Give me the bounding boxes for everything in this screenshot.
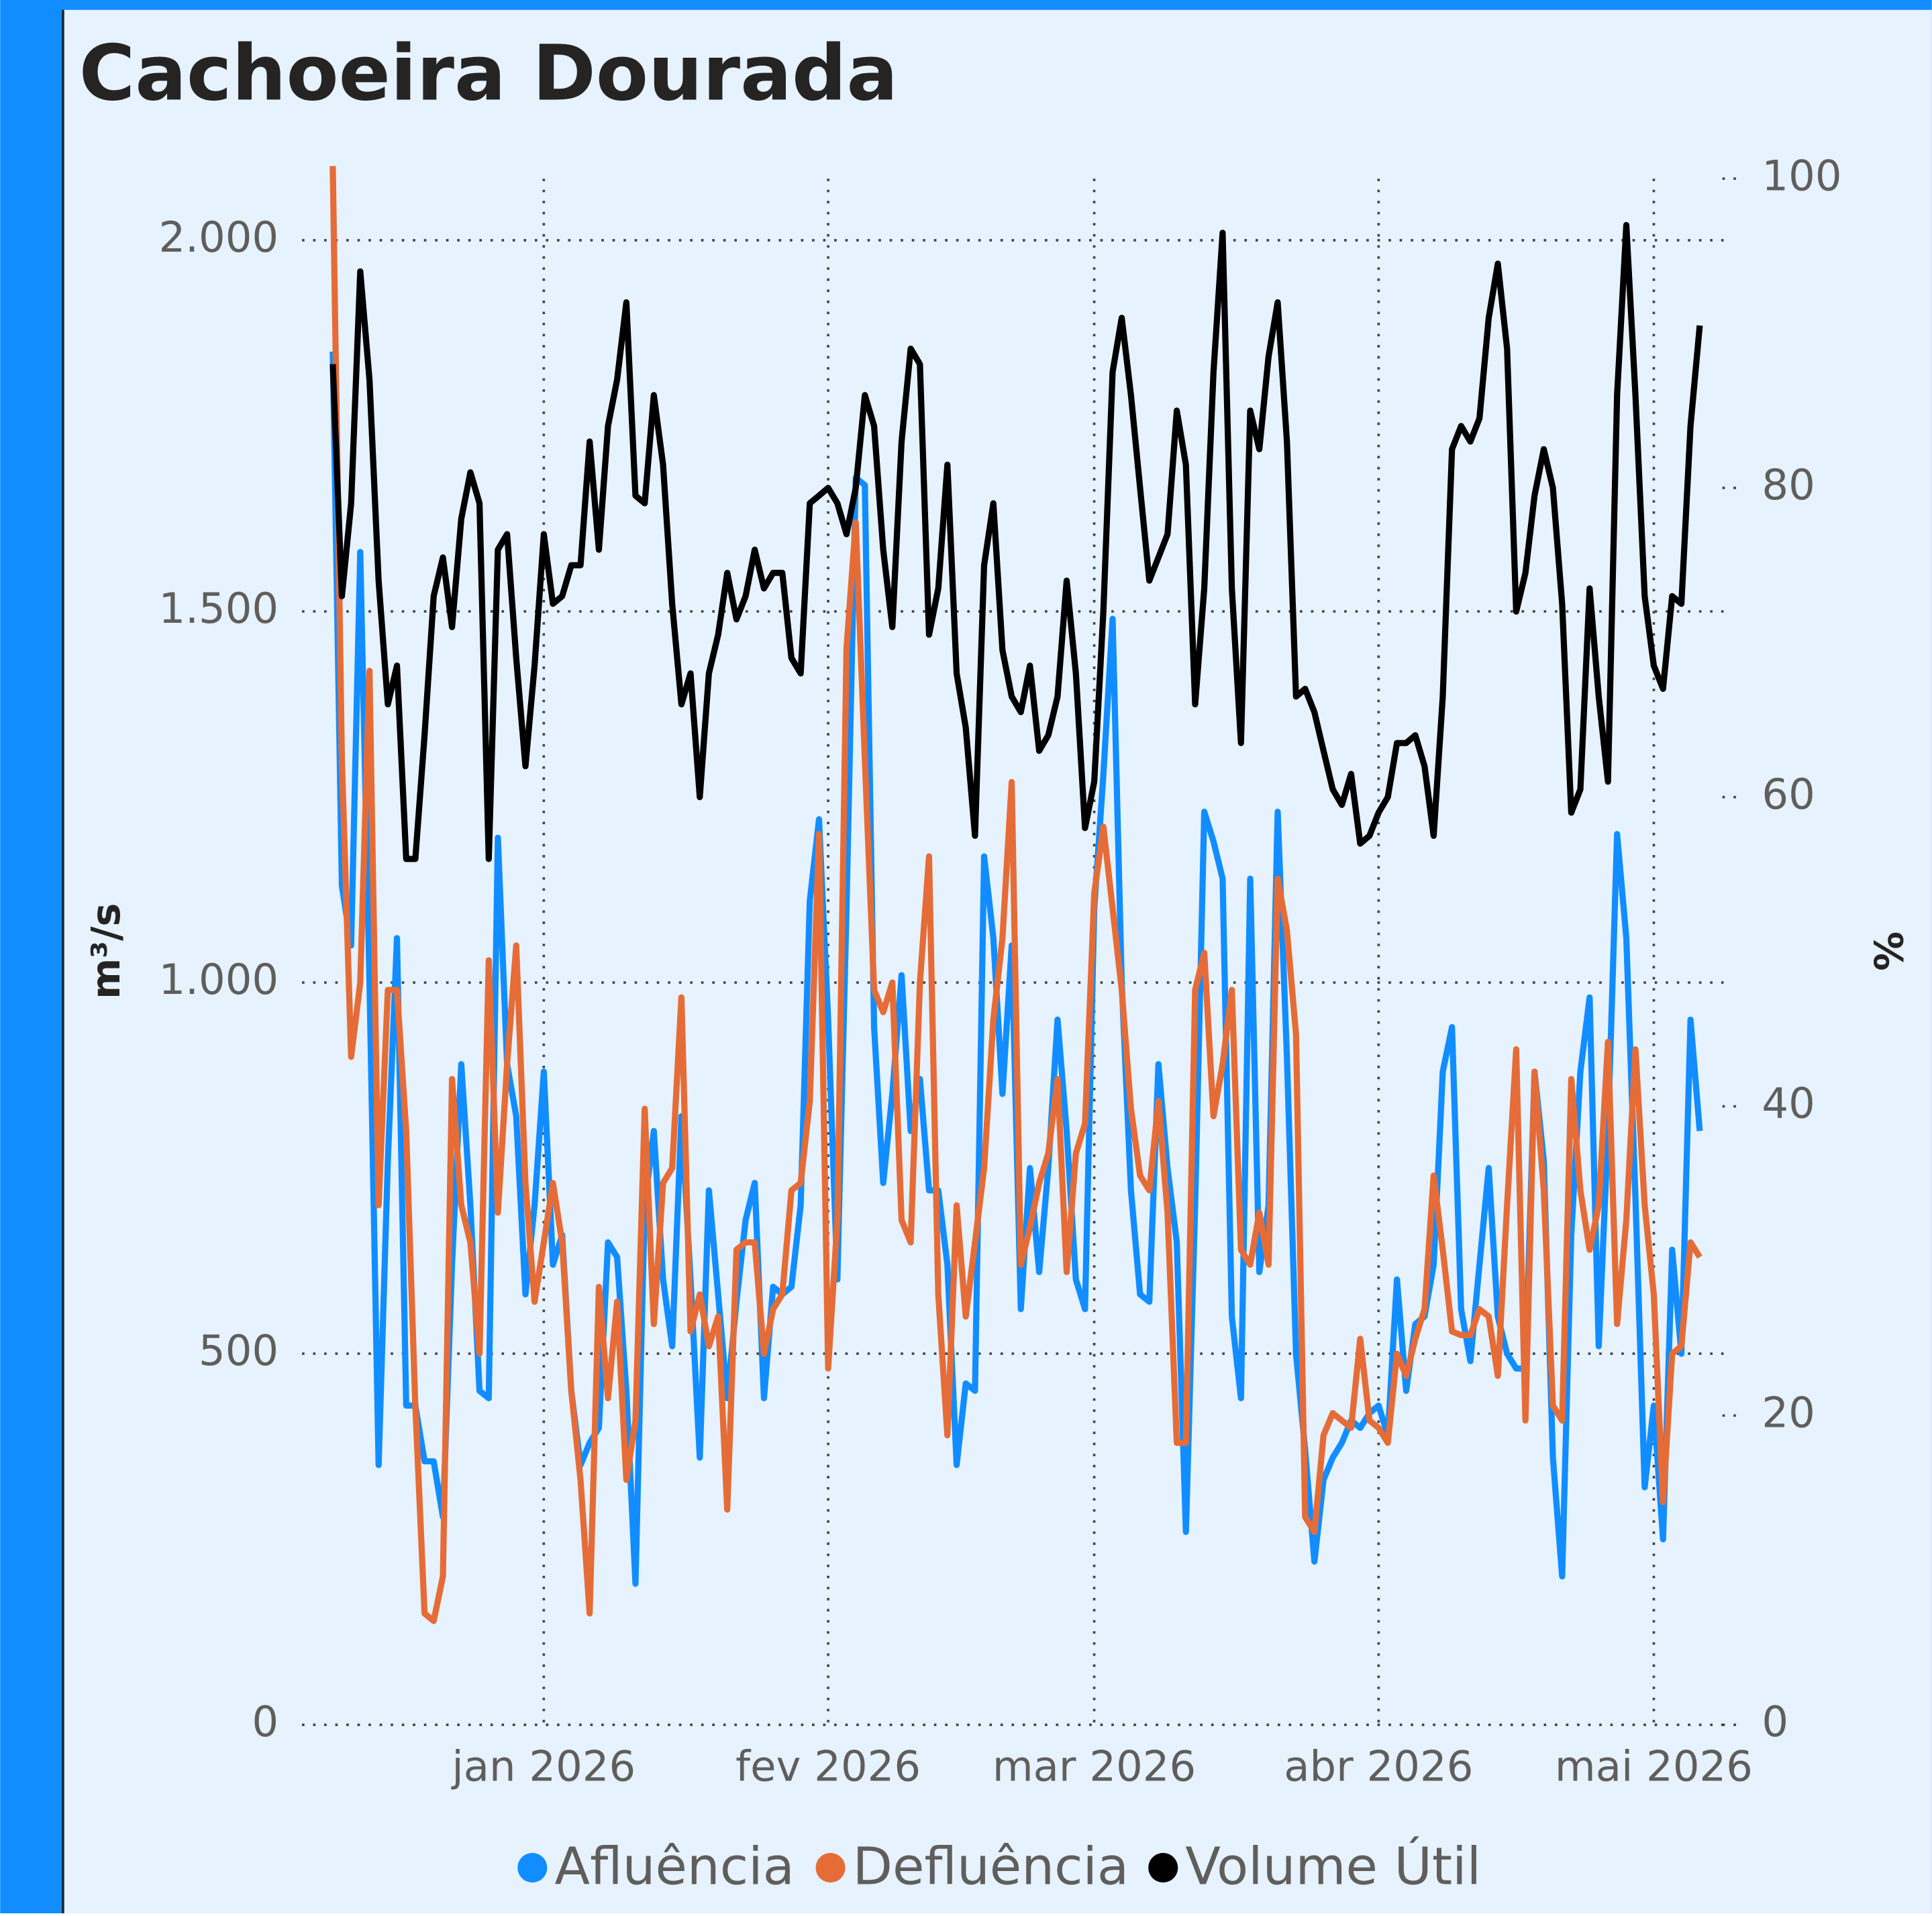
x-tick-label: fev 2026 (735, 1742, 921, 1791)
legend-label: Defluência (853, 1837, 1129, 1897)
x-tick-label: abr 2026 (1284, 1742, 1473, 1791)
y2-axis-label: % (1865, 931, 1911, 971)
y2-tick-label: 0 (1762, 1697, 1788, 1746)
x-tick-label: mar 2026 (993, 1742, 1196, 1791)
y-tick-label: 2.000 (158, 213, 278, 262)
legend-label: Volume Útil (1185, 1836, 1481, 1897)
x-tick-label: mai 2026 (1555, 1742, 1753, 1791)
x-tick-label: jan 2026 (450, 1742, 635, 1791)
legend-label: Afluência (554, 1837, 795, 1897)
legend-marker (1148, 1853, 1178, 1883)
series-line (329, 166, 1702, 1624)
series-line (329, 221, 1703, 862)
y-axis-label: m³/s (83, 903, 129, 999)
y2-tick-label: 60 (1762, 770, 1815, 819)
legend-marker (517, 1853, 548, 1883)
y2-tick-label: 20 (1762, 1388, 1815, 1437)
y2-tick-label: 40 (1762, 1079, 1815, 1128)
chart-title: Cachoeira Dourada (79, 29, 898, 118)
y-tick-label: 1.000 (158, 955, 278, 1004)
y2-tick-label: 80 (1762, 460, 1815, 509)
y-tick-label: 0 (252, 1697, 278, 1746)
y2-tick-label: 100 (1762, 151, 1841, 200)
y-tick-label: 500 (199, 1326, 278, 1375)
y-tick-label: 1.500 (158, 584, 278, 633)
legend-marker (815, 1853, 846, 1883)
